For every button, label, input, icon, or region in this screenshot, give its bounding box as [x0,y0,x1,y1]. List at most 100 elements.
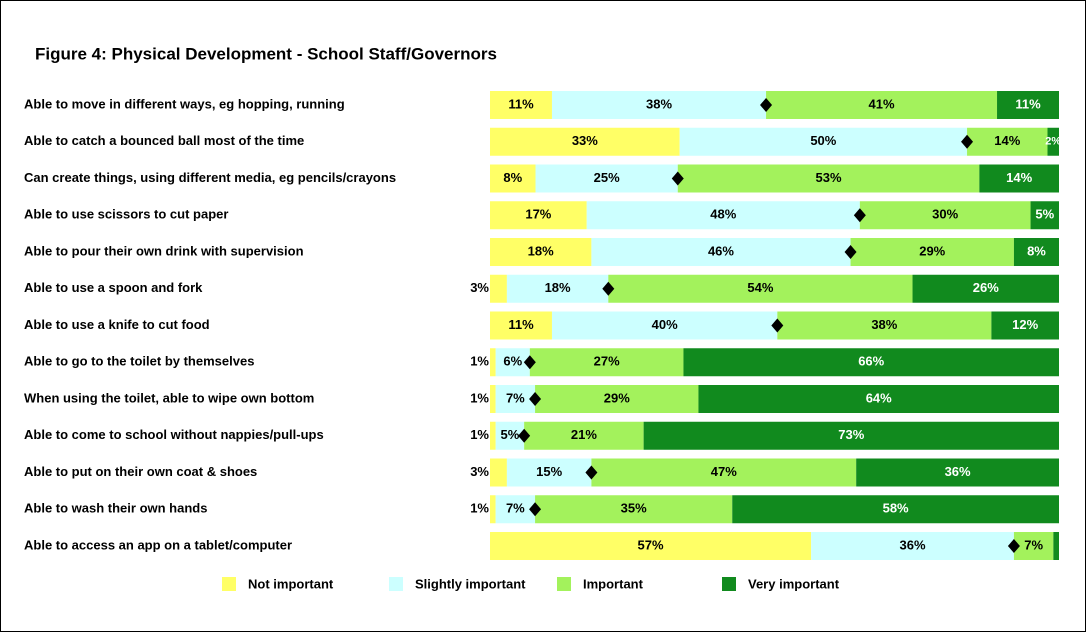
chart-title: Figure 4: Physical Development - School … [35,44,497,63]
bar-segment [524,421,644,450]
bar-segment [506,274,609,303]
marker [529,502,542,517]
value-label: 11% [508,317,534,332]
value-label: 5% [1035,207,1054,222]
value-label: 11% [508,96,534,111]
value-label: 29% [604,390,630,405]
marker [523,355,536,370]
value-label: 5% [501,427,520,442]
bar-segment [535,164,678,193]
bar-segment [698,385,1059,413]
bar-segment [683,348,1059,377]
bar-segment [535,495,733,524]
bar-segment [495,385,536,413]
value-label: 64% [866,390,892,405]
category-label: Able to come to school without nappies/p… [24,427,324,442]
bar-segment [1053,532,1059,560]
bar-segment [490,311,552,340]
value-label: 26% [973,280,999,295]
value-label: 36% [945,464,971,479]
bar-segment [490,421,496,450]
bar-segment [679,127,968,156]
bar-segment [811,532,1014,560]
bar-segment [643,421,1059,450]
value-label: 1% [470,501,489,516]
value-label: 8% [1027,243,1046,258]
value-label: 18% [528,243,554,258]
value-label: 46% [708,243,734,258]
legend-swatch [722,577,736,591]
value-label: 1% [470,354,489,369]
bar-segment [1013,532,1054,560]
bar-segment [535,385,699,413]
value-label: 35% [621,501,647,516]
value-label: 1% [470,427,489,442]
bar-segment [529,348,684,377]
value-label: 8% [503,170,522,185]
value-label: 1% [470,390,489,405]
value-label: 73% [838,427,864,442]
bar-segment [591,458,857,487]
value-label: 47% [711,464,737,479]
value-label: 7% [506,501,525,516]
legend-label: Very important [748,576,840,591]
bar-segment [490,495,496,524]
bar-segment [490,274,507,303]
value-label: 36% [900,537,926,552]
legend-swatch [557,577,571,591]
bar-segment [777,311,992,340]
bar-segment [997,91,1059,119]
bar-segment [677,164,980,193]
marker [760,98,773,112]
bar-segment [490,532,812,560]
value-label: 54% [747,280,773,295]
category-label: Able to pour their own drink with superv… [24,243,304,258]
value-label: 38% [871,317,897,332]
legend-label: Not important [248,576,334,591]
category-label: Able to use a spoon and fork [24,280,203,295]
value-label: 3% [470,464,489,479]
bar-segment [766,91,998,119]
bar-segment [490,385,496,413]
value-label: 14% [1006,170,1032,185]
marker [844,245,857,259]
value-label: 38% [646,96,672,111]
value-label: 53% [816,170,842,185]
bar-segment [979,164,1059,193]
value-label: 14% [994,133,1020,148]
marker [1007,539,1020,553]
bar-segment [490,91,552,119]
value-label: 58% [883,501,909,516]
legend-label: Slightly important [415,576,526,591]
bar-segment [967,127,1048,156]
category-label: Able to go to the toilet by themselves [24,354,254,369]
category-label: Able to access an app on a tablet/comput… [24,537,292,552]
value-label: 50% [810,133,836,148]
value-label: 66% [858,354,884,369]
bar-segment [586,201,860,230]
bar-segment [859,201,1031,230]
category-label: Able to put on their own coat & shoes [24,464,257,479]
value-label: 33% [572,133,598,148]
bar-segment [551,311,778,340]
value-label: 3% [470,280,489,295]
value-label: 21% [571,427,597,442]
value-label: 41% [869,96,895,111]
bar-segment [506,458,592,487]
bar-segment [1030,201,1059,230]
bar-segment [1047,127,1059,156]
marker [585,465,598,480]
marker [671,171,684,186]
value-label: 25% [594,170,620,185]
value-label: 7% [506,390,525,405]
value-label: 6% [503,354,522,369]
value-label: 15% [536,464,562,479]
value-label: 27% [594,354,620,369]
bar-segment [991,311,1059,340]
value-label: 2% [1045,136,1061,148]
value-label: 11% [1015,96,1041,111]
value-label: 12% [1012,317,1038,332]
category-label: Able to move in different ways, eg hoppi… [24,96,345,111]
bar-segment [490,238,592,266]
